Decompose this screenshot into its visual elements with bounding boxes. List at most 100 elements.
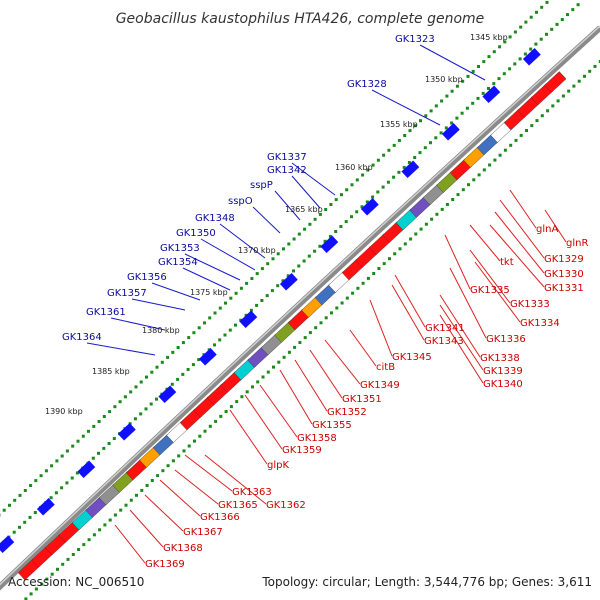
gene-label[interactable]: GK1336 xyxy=(486,334,526,345)
track-dot xyxy=(467,183,470,187)
gene-label[interactable]: glpK xyxy=(267,460,289,471)
track-dot xyxy=(112,437,116,440)
gene-label[interactable]: GK1357 xyxy=(107,288,147,299)
gene-label[interactable]: sspO xyxy=(228,196,253,207)
gene-label[interactable]: GK1354 xyxy=(158,257,198,268)
gene-label[interactable]: GK1367 xyxy=(183,527,223,538)
track-dot xyxy=(186,368,190,371)
gene-label[interactable]: GK1365 xyxy=(218,500,258,511)
gene-label[interactable]: GK1364 xyxy=(62,332,102,343)
leader-line xyxy=(369,299,393,357)
gene-feature[interactable] xyxy=(481,84,526,131)
gene-label[interactable]: GK1350 xyxy=(176,228,216,239)
track-dot xyxy=(477,173,481,177)
track-dot xyxy=(372,272,376,275)
gene-label[interactable]: glnR xyxy=(566,238,588,249)
track-dot xyxy=(450,121,454,125)
track-dot xyxy=(292,237,296,241)
track-dot xyxy=(418,151,422,155)
track-dot xyxy=(382,262,386,266)
gene-label[interactable]: GK1352 xyxy=(327,407,367,418)
gene-label[interactable]: GK1333 xyxy=(510,299,550,310)
track-dot xyxy=(313,249,317,253)
track-dot xyxy=(482,60,486,64)
track-dot xyxy=(529,15,533,19)
gene-label[interactable]: GK1349 xyxy=(360,380,400,391)
gene-label[interactable]: GK1351 xyxy=(342,394,382,405)
track-dot xyxy=(324,208,328,211)
leader-line xyxy=(474,261,521,323)
gene-label[interactable]: GK1362 xyxy=(266,500,306,511)
gene-label[interactable]: GK1353 xyxy=(160,243,200,254)
gene-label[interactable]: GK1343 xyxy=(424,336,464,347)
gene-feature[interactable] xyxy=(521,47,567,93)
track-dot xyxy=(318,244,322,248)
track-dot xyxy=(129,390,133,394)
gene-label[interactable]: GK1345 xyxy=(392,352,432,363)
track-dot xyxy=(39,474,43,478)
gene-label[interactable]: GK1356 xyxy=(127,272,167,283)
track-dot xyxy=(424,114,428,118)
track-dot xyxy=(61,562,65,566)
gene-feature[interactable] xyxy=(319,234,364,281)
gene-label[interactable]: GK1339 xyxy=(483,366,523,377)
track-dot xyxy=(270,289,274,293)
track-dot xyxy=(124,503,128,507)
gene-feature[interactable] xyxy=(197,347,243,393)
gene-label[interactable]: GK1355 xyxy=(312,420,352,431)
gene-label[interactable]: GK1369 xyxy=(145,559,185,570)
track-dot xyxy=(108,518,112,522)
gene-feature[interactable] xyxy=(359,197,405,243)
gene-feature[interactable] xyxy=(76,459,121,506)
gene-label[interactable]: GK1348 xyxy=(195,213,235,224)
gene-label[interactable]: GK1366 xyxy=(200,512,240,523)
track-dot xyxy=(493,158,497,162)
leader-line xyxy=(291,162,336,196)
gene-label[interactable]: GK1337 xyxy=(267,152,307,163)
gene-label[interactable]: citB xyxy=(376,362,395,373)
track-dot xyxy=(550,27,554,31)
gene-label[interactable]: GK1359 xyxy=(282,445,322,456)
gene-label[interactable]: GK1338 xyxy=(480,353,520,364)
kbp-label: 1370 kbp xyxy=(238,246,276,255)
leader-line xyxy=(444,234,471,290)
gene-label[interactable]: tkt xyxy=(500,257,514,268)
gene-label[interactable]: GK1329 xyxy=(544,254,584,265)
track-dot xyxy=(525,129,528,132)
gene-label[interactable]: GK1342 xyxy=(267,165,307,176)
leader-line xyxy=(494,211,545,274)
gene-label[interactable]: GK1334 xyxy=(520,318,560,329)
track-dot xyxy=(203,429,207,433)
gene-label[interactable]: GK1335 xyxy=(470,285,510,296)
gene-label[interactable]: GK1361 xyxy=(86,307,126,318)
track-dot xyxy=(413,156,417,159)
gene-feature[interactable] xyxy=(116,422,162,468)
gene-label[interactable]: sspP xyxy=(250,180,273,191)
track-dot xyxy=(260,267,264,271)
track-dot xyxy=(97,420,101,423)
gene-feature[interactable] xyxy=(278,272,324,318)
label-leader-lines xyxy=(86,44,567,564)
gene-label[interactable]: GK1368 xyxy=(163,543,203,554)
gene-label[interactable]: GK1331 xyxy=(544,283,584,294)
gene-feature[interactable] xyxy=(157,384,202,431)
track-dot xyxy=(98,528,102,532)
track-dot xyxy=(166,464,170,468)
gene-label[interactable]: GK1328 xyxy=(347,79,387,90)
track-dot xyxy=(102,415,106,418)
gene-feature[interactable] xyxy=(400,159,445,206)
track-dot xyxy=(108,410,112,414)
gene-label[interactable]: glnA xyxy=(536,224,558,235)
leader-line xyxy=(174,469,219,505)
gene-label[interactable]: GK1358 xyxy=(297,433,337,444)
gene-label[interactable]: GK1323 xyxy=(395,34,435,45)
track-dot xyxy=(107,442,111,445)
track-dot xyxy=(70,476,74,480)
gene-label[interactable]: GK1363 xyxy=(232,487,272,498)
gene-label[interactable]: GK1340 xyxy=(483,379,523,390)
genome-title: Geobacillus kaustophilus HTA426, complet… xyxy=(116,11,485,27)
track-dot xyxy=(60,454,64,458)
gene-label[interactable]: GK1330 xyxy=(544,269,584,280)
gene-label[interactable]: GK1341 xyxy=(425,323,465,334)
